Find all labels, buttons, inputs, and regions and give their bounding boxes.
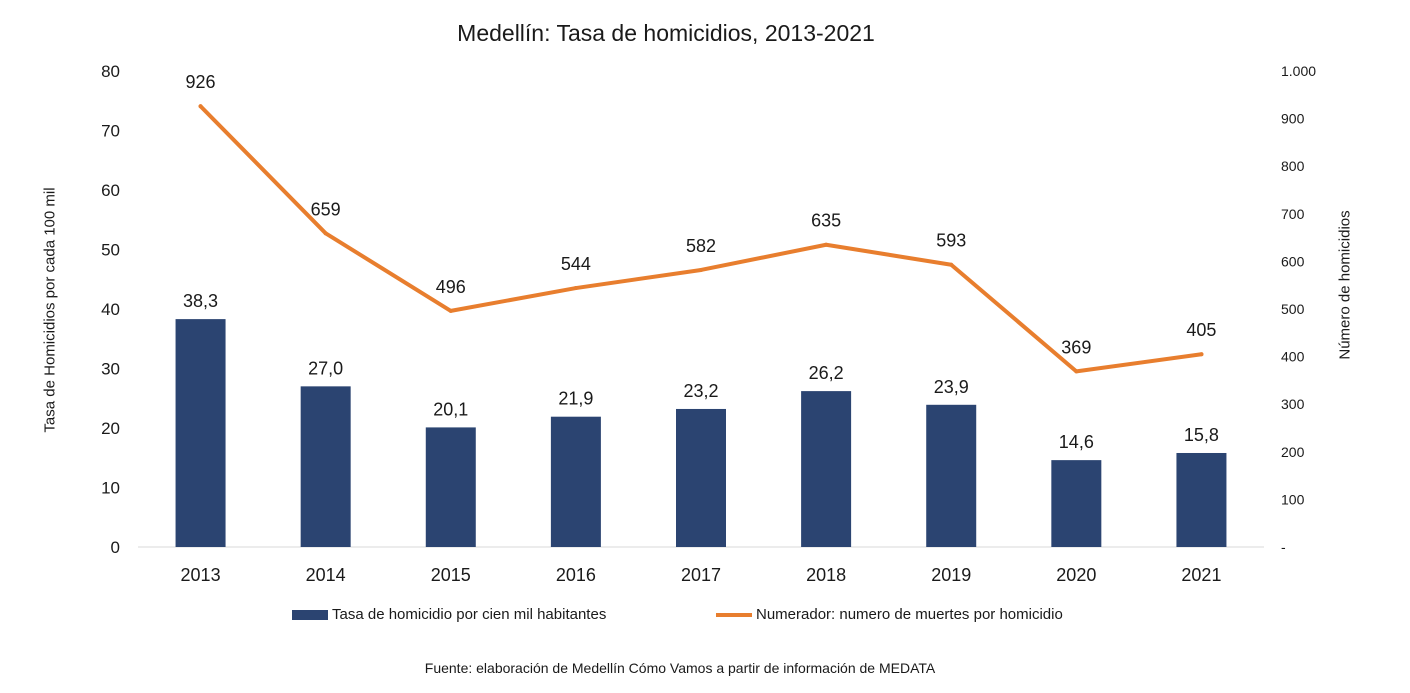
y-axis-left-label: Tasa de Homicidios por cada 100 mil: [41, 187, 59, 433]
y-tick-label: 30: [101, 360, 120, 379]
bar-value-label: 23,2: [683, 381, 718, 401]
y2-tick-label: 200: [1281, 444, 1305, 460]
line-point: [699, 267, 703, 272]
bar: [1051, 460, 1102, 547]
y-tick-label: 80: [101, 62, 120, 81]
x-tick-label: 2021: [1181, 565, 1221, 585]
bar: [300, 386, 351, 547]
y2-tick-label: -: [1281, 539, 1286, 555]
y2-tick-label: 900: [1281, 111, 1305, 127]
x-tick-label: 2018: [806, 565, 846, 585]
y2-tick-label: 400: [1281, 349, 1305, 365]
y2-tick-label: 1.000: [1281, 63, 1316, 79]
bar-value-label: 27,0: [308, 358, 343, 378]
line-value-label: 635: [811, 211, 841, 231]
line-point: [824, 242, 829, 247]
line-value-label: 544: [561, 254, 591, 274]
legend-bar-label: Tasa de homicidio por cien mil habitante…: [332, 606, 607, 623]
source-note: Fuente: elaboración de Medellín Cómo Vam…: [424, 660, 936, 676]
y-tick-label: 10: [101, 479, 120, 498]
legend-item-bars: Tasa de homicidio por cien mil habitante…: [292, 606, 606, 623]
chart-title: Medellín: Tasa de homicidios, 2013-2021: [457, 20, 875, 46]
bar-value-label: 26,2: [809, 363, 844, 383]
y2-tick-label: 600: [1281, 253, 1305, 269]
legend-bar-swatch: [292, 609, 328, 620]
line-value-label: 593: [936, 231, 966, 251]
y-tick-label: 0: [111, 538, 120, 557]
legend-line-label: Numerador: numero de muertes por homicid…: [756, 606, 1063, 623]
y2-tick-label: 100: [1281, 491, 1305, 507]
bar: [550, 416, 601, 547]
line-value-label: 582: [686, 236, 716, 256]
line-point: [949, 262, 954, 267]
line-value-label: 659: [311, 199, 341, 219]
legend: Tasa de homicidio por cien mil habitante…: [0, 606, 1410, 628]
y2-tick-label: 800: [1281, 158, 1305, 174]
line-value-label: 496: [436, 277, 466, 297]
x-tick-label: 2014: [306, 565, 346, 585]
bar-value-label: 38,3: [183, 291, 218, 311]
x-tick-label: 2015: [431, 565, 471, 585]
y-axis-right-label: Número de homicidios: [1336, 210, 1354, 360]
bar-value-label: 23,9: [934, 377, 969, 397]
bar-value-label: 14,6: [1059, 432, 1094, 452]
line-point: [323, 231, 328, 236]
bar-value-label: 15,8: [1184, 425, 1219, 445]
x-tick-label: 2016: [556, 565, 596, 585]
y-tick-label: 70: [101, 122, 120, 141]
bar: [801, 391, 852, 547]
y2-tick-label: 500: [1281, 301, 1305, 317]
line-point: [198, 104, 203, 109]
y-tick-label: 40: [101, 300, 120, 319]
bar: [175, 319, 226, 547]
y2-tick-label: 300: [1281, 396, 1305, 412]
x-tick-label: 2013: [181, 565, 221, 585]
y-tick-label: 60: [101, 181, 120, 200]
line-point: [1199, 352, 1204, 357]
y-tick-label: 50: [101, 241, 120, 260]
legend-item-line: Numerador: numero de muertes por homicid…: [716, 606, 1063, 623]
y-tick-label: 20: [101, 419, 120, 438]
line-value-label: 369: [1061, 337, 1091, 357]
line-point: [448, 308, 453, 313]
line-value-label: 926: [186, 72, 216, 92]
legend-line-swatch: [716, 612, 752, 617]
line-point: [573, 286, 578, 291]
y2-tick-label: 700: [1281, 206, 1305, 222]
line-point: [1074, 369, 1079, 374]
bar: [676, 408, 726, 547]
x-tick-label: 2017: [681, 565, 721, 585]
bar: [926, 404, 977, 547]
x-tick-label: 2019: [931, 565, 971, 585]
bar: [425, 427, 476, 547]
line-value-label: 405: [1186, 320, 1216, 340]
x-tick-label: 2020: [1056, 565, 1096, 585]
bar: [1176, 452, 1227, 547]
bar-value-label: 20,1: [433, 399, 468, 419]
bar-value-label: 21,9: [558, 389, 593, 409]
